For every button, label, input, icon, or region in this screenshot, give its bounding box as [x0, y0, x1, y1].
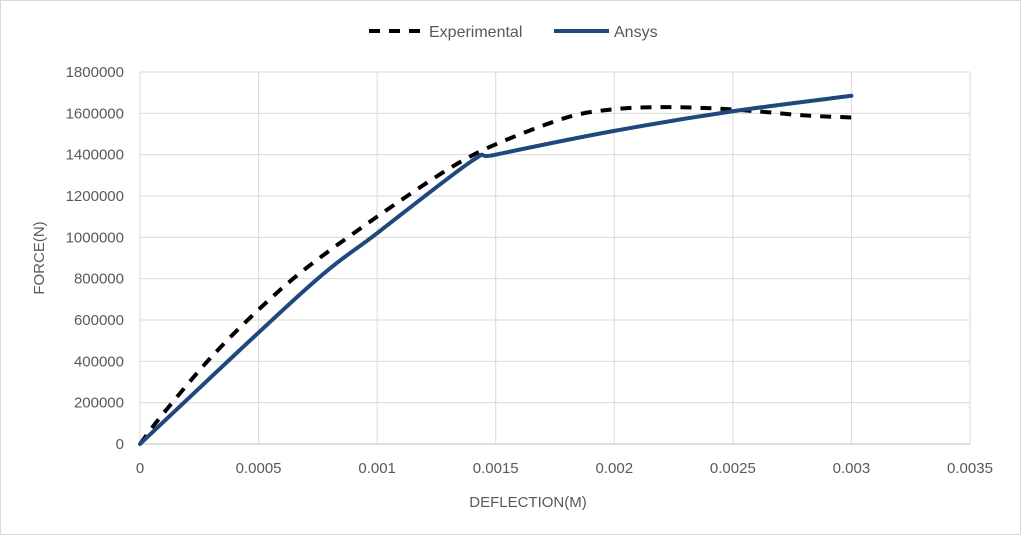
- x-tick-label: 0.0035: [947, 460, 993, 477]
- y-tick-label: 1200000: [66, 188, 124, 205]
- y-tick-label: 1600000: [66, 105, 124, 122]
- x-tick-label: 0.0015: [473, 460, 519, 477]
- y-tick-label: 800000: [74, 271, 124, 288]
- x-tick-label: 0.0025: [710, 460, 756, 477]
- y-tick-label: 1000000: [66, 229, 124, 246]
- y-tick-label: 400000: [74, 353, 124, 370]
- y-tick-label: 1800000: [66, 64, 124, 81]
- x-axis-ticks: 0 0.0005 0.001 0.0015 0.002 0.0025 0.003 0.0035: [136, 460, 993, 477]
- y-axis-title: FORCE(N): [31, 221, 48, 294]
- legend: Experimental Ansys: [369, 24, 658, 41]
- x-tick-label: 0.0005: [236, 460, 282, 477]
- y-tick-label: 200000: [74, 395, 124, 412]
- x-tick-label: 0.002: [596, 460, 634, 477]
- series-line-ansys: [138, 93, 854, 446]
- x-tick-label: 0.003: [833, 460, 871, 477]
- y-tick-label: 600000: [74, 312, 124, 329]
- gridlines: [139, 71, 971, 445]
- series-lines: [138, 93, 854, 446]
- y-tick-label: 1400000: [66, 147, 124, 164]
- x-tick-label: 0: [136, 460, 144, 477]
- legend-label-ansys: Ansys: [614, 24, 658, 41]
- x-tick-label: 0.001: [358, 460, 396, 477]
- legend-label-experimental: Experimental: [429, 24, 522, 41]
- y-tick-label: 0: [116, 436, 124, 453]
- x-axis-title: DEFLECTION(M): [469, 494, 587, 511]
- y-axis-ticks: 0 200000 400000 600000 800000 1000000 1200000 1…: [66, 64, 124, 453]
